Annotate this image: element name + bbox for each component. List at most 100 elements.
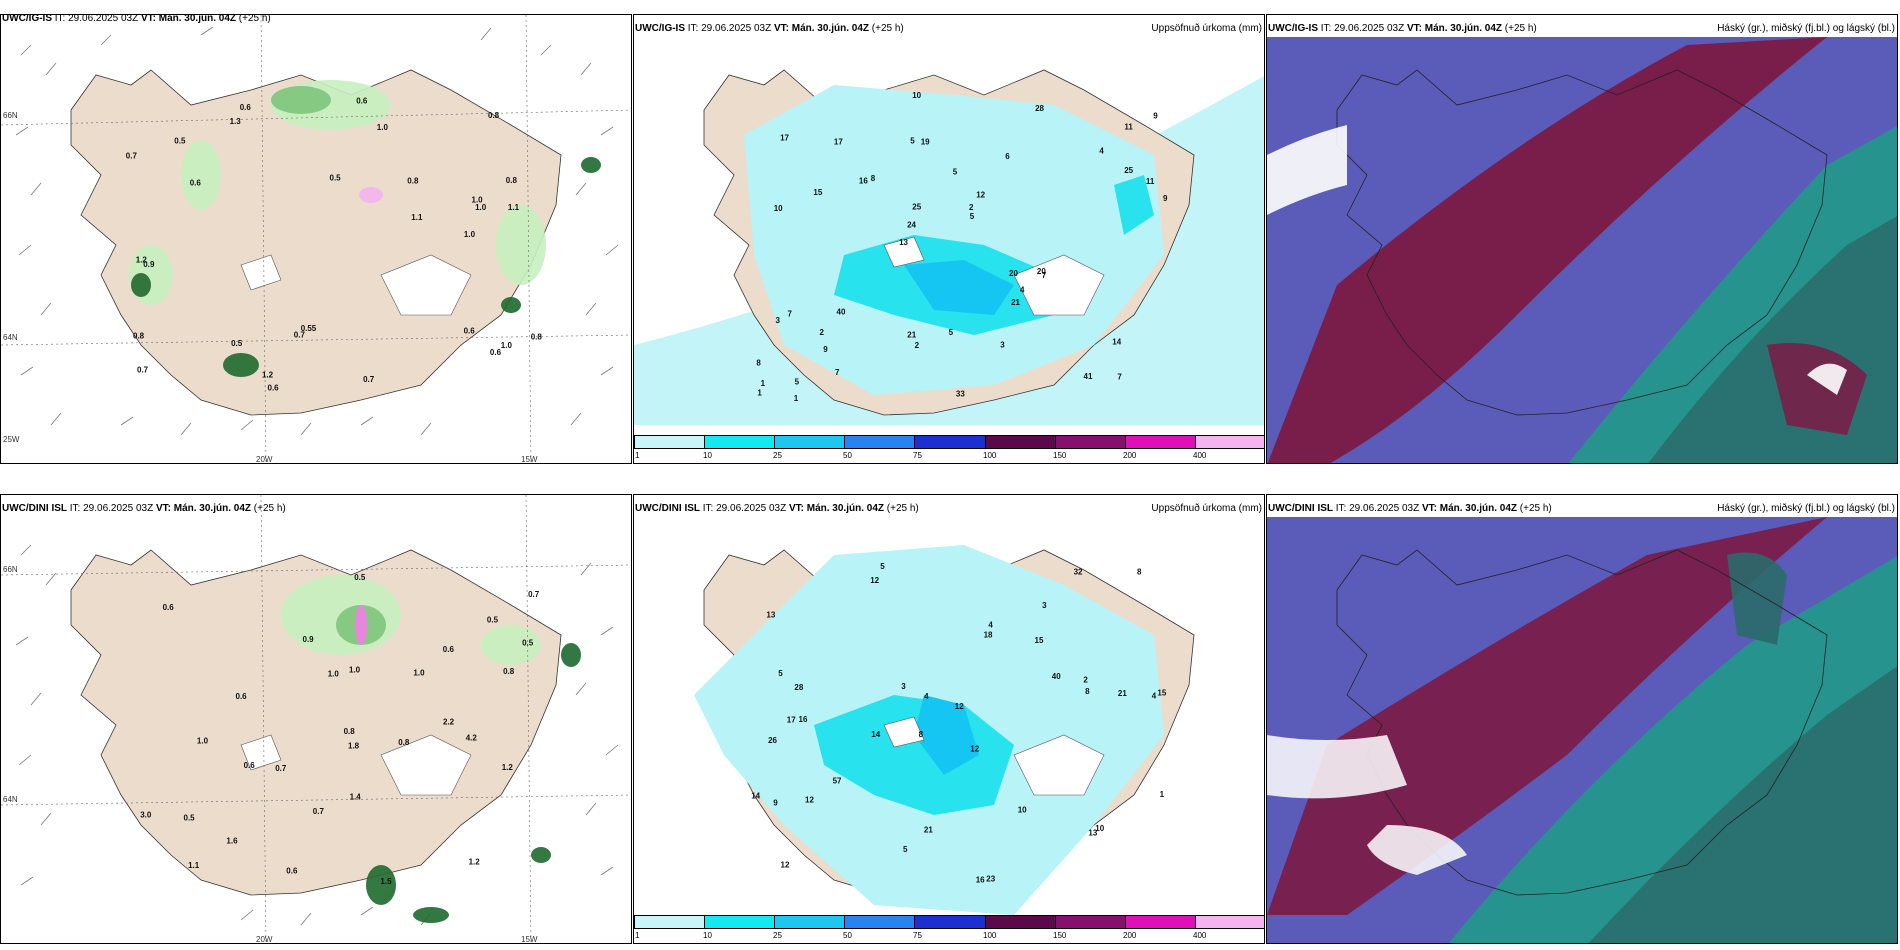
- map-value-label: 4: [1152, 692, 1157, 701]
- map-value-label: 0.5: [354, 573, 366, 582]
- map-value-label: 3: [776, 316, 781, 325]
- map-value-label: 1.1: [508, 203, 520, 212]
- map-value-label: 0.6: [443, 645, 455, 654]
- map-value-label: 4: [924, 692, 929, 701]
- map-value-label: 4.2: [466, 734, 478, 743]
- map-value-label: 1.1: [411, 213, 423, 222]
- panel-header: UWC/DINI ISL IT: 29.06.2025 03Z VT: Mán.…: [1268, 503, 1552, 514]
- map-value-label: 41: [1084, 372, 1093, 381]
- legend-tick: 200: [1123, 931, 1137, 940]
- wind-precip-map: 0.60.81.00.50.70.61.00.50.80.61.10.71.00…: [1, 15, 631, 463]
- legend-tick: 150: [1053, 931, 1067, 940]
- legend-tick: 10: [703, 451, 712, 460]
- map-value-label: 28: [1035, 104, 1044, 113]
- map-value-label: 1: [757, 389, 762, 398]
- map-value-label: 25: [1124, 166, 1133, 175]
- map-value-label: 0.55: [301, 324, 317, 333]
- cloud-cover-map: [1267, 517, 1897, 943]
- legend-tick: 1: [635, 931, 640, 940]
- map-panel-top-mid: UWC/IG-IS IT: 29.06.2025 03Z VT: Mán. 30…: [633, 14, 1265, 464]
- map-value-label: 7: [1117, 372, 1122, 381]
- map-value-label: 10: [774, 204, 783, 213]
- map-value-label: 0.8: [503, 667, 515, 676]
- map-value-label: 1.3: [230, 117, 242, 126]
- map-value-label: 9: [823, 345, 828, 354]
- map-value-label: 0.6: [240, 103, 252, 112]
- map-value-label: 16: [859, 176, 868, 185]
- map-value-label: 40: [837, 307, 846, 316]
- map-value-label: 0.6: [356, 96, 368, 105]
- map-value-label: 3: [1000, 340, 1005, 349]
- lon-label-20: 20W: [256, 455, 273, 464]
- map-value-label: 14: [1112, 337, 1121, 346]
- lon-label-25: 25W: [3, 435, 20, 444]
- map-value-label: 21: [924, 826, 933, 835]
- map-value-label: 0.5: [330, 174, 342, 183]
- map-value-label: 25: [912, 203, 921, 212]
- precip-shading: [129, 80, 601, 377]
- panel-header: UWC/DINI ISL IT: 29.06.2025 03Z VT: Mán.…: [2, 503, 286, 514]
- legend-tick: 400: [1193, 931, 1207, 940]
- map-value-label: 16: [976, 875, 985, 884]
- precip-value-labels: 7101113655578891912717109202524212517284…: [756, 91, 1168, 403]
- map-value-label: 1: [761, 379, 766, 388]
- map-value-label: 9: [1153, 111, 1158, 120]
- map-value-label: 10: [1018, 805, 1027, 814]
- map-value-label: 2.2: [443, 718, 455, 727]
- map-value-label: 5: [778, 669, 783, 678]
- map-value-label: 0.5: [487, 616, 499, 625]
- map-value-label: 18: [984, 630, 993, 639]
- accumulated-precip-map: 7101113655578891912717109202524212517284…: [634, 40, 1264, 463]
- map-value-label: 10: [1095, 824, 1104, 833]
- map-value-label: 1.0: [501, 341, 513, 350]
- map-value-label: 15: [813, 188, 822, 197]
- map-value-label: 0.8: [398, 738, 410, 747]
- map-value-label: 1.0: [328, 670, 340, 679]
- map-value-label: 13: [1088, 828, 1097, 837]
- map-value-label: 1.2: [469, 858, 481, 867]
- map-value-label: 21: [1011, 298, 1020, 307]
- map-value-label: 0.6: [286, 867, 298, 876]
- map-value-label: 0.9: [303, 635, 315, 644]
- panel-header: UWC/IG-IS IT: 29.06.2025 03Z VT: Mán. 30…: [2, 14, 271, 24]
- map-value-label: 5: [970, 212, 975, 221]
- panel-header: UWC/IG-IS IT: 29.06.2025 03Z VT: Mán. 30…: [1268, 23, 1537, 34]
- map-value-label: 4: [1099, 147, 1104, 156]
- map-value-label: 12: [870, 576, 879, 585]
- map-value-label: 1.2: [502, 763, 514, 772]
- legend-tick: 25: [773, 931, 782, 940]
- panel-field-label: Uppsöfnuð úrkoma (mm): [1151, 503, 1262, 514]
- map-value-label: 14: [871, 730, 880, 739]
- map-value-label: 2: [915, 341, 920, 350]
- map-panel-bot-left: UWC/DINI ISL IT: 29.06.2025 03Z VT: Mán.…: [0, 494, 632, 944]
- map-value-label: 10: [912, 91, 921, 100]
- map-value-label: 4: [1020, 285, 1025, 294]
- map-value-label: 3.0: [140, 810, 152, 819]
- panel-field-label: Háský (gr.), miðský (fj.bl.) og lágský (…: [1717, 23, 1895, 34]
- map-value-label: 5: [795, 377, 800, 386]
- lat-label-66: 66N: [3, 111, 18, 120]
- map-value-label: 19: [921, 138, 930, 147]
- precip-value-labels: 0.60.81.00.50.70.61.00.50.80.61.10.71.00…: [126, 96, 543, 392]
- map-value-label: 0.5: [174, 136, 186, 145]
- map-value-label: 1.0: [472, 196, 484, 205]
- legend-tick: 100: [983, 931, 997, 940]
- map-value-label: 1.5: [380, 877, 392, 886]
- iceland-land: [70, 549, 562, 896]
- map-value-label: 1.6: [226, 836, 238, 845]
- map-value-label: 0.7: [313, 807, 325, 816]
- map-value-label: 0.7: [363, 375, 375, 384]
- lon-label-20: 20W: [256, 935, 273, 944]
- map-value-label: 0.8: [344, 727, 356, 736]
- map-value-label: 0.6: [490, 348, 502, 357]
- map-value-label: 17: [787, 716, 796, 725]
- legend-tick: 100: [983, 451, 997, 460]
- legend-tick: 400: [1193, 451, 1207, 460]
- map-value-label: 3: [901, 682, 906, 691]
- map-value-label: 1: [1160, 790, 1165, 799]
- map-value-label: 8: [871, 174, 876, 183]
- map-value-label: 5: [880, 562, 885, 571]
- map-value-label: 1.4: [350, 793, 362, 802]
- map-value-label: 26: [768, 736, 777, 745]
